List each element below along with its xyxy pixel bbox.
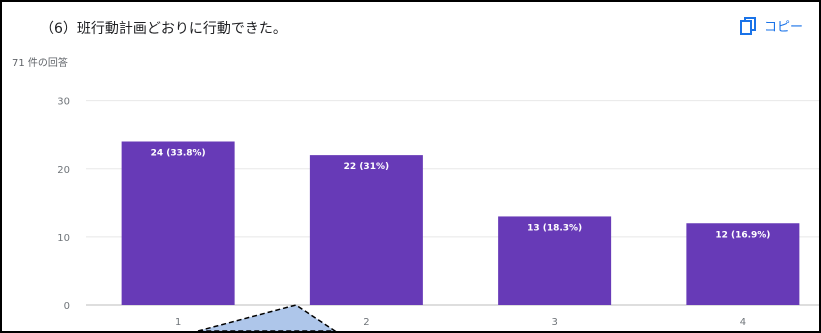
bar (498, 216, 612, 305)
copy-icon (739, 16, 756, 35)
data-label: 12 (16.9%) (715, 230, 770, 240)
y-tick-label: 10 (57, 233, 70, 244)
copy-button[interactable]: コピー (739, 16, 803, 35)
response-count: 71 件の回答 (12, 58, 68, 69)
question-title: （6）班行動計画どおりに行動できた。 (40, 21, 287, 37)
data-label: 24 (33.8%) (151, 149, 206, 159)
bar (121, 141, 235, 305)
y-tick-label: 0 (64, 301, 70, 312)
x-tick-label: 1 (175, 317, 181, 328)
x-tick-label: 3 (551, 317, 557, 328)
bar (309, 155, 423, 305)
y-tick-label: 30 (57, 97, 70, 108)
copy-label: コピー (763, 20, 803, 35)
x-tick-label: 2 (363, 317, 369, 328)
data-label: 22 (31%) (344, 162, 389, 172)
data-label: 13 (18.3%) (527, 223, 582, 233)
x-tick-label: 4 (740, 317, 746, 328)
y-tick-label: 20 (57, 165, 70, 176)
bar (686, 223, 800, 305)
